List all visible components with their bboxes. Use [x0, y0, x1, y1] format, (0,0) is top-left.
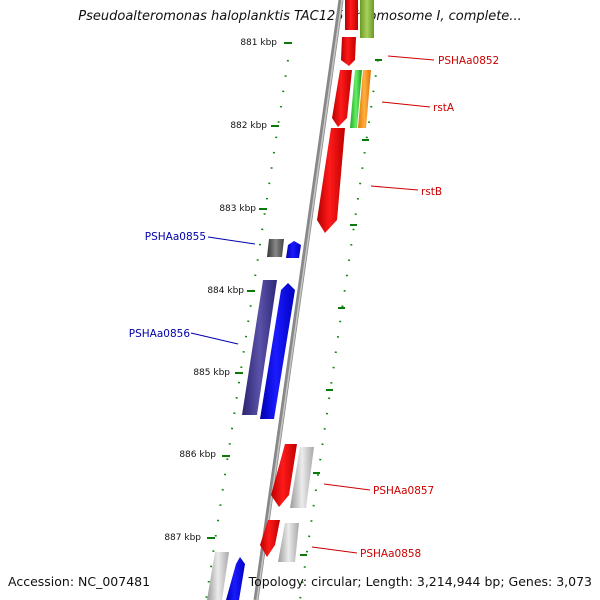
gene-PSHAa0856-navy[interactable]: [242, 280, 277, 415]
gene-PSHAa0852-arrow[interactable]: [341, 37, 356, 66]
gene-PSHAa0855-dark[interactable]: [267, 239, 284, 257]
backbone-axis: [253, 0, 344, 600]
gene-label-PSHAa0858[interactable]: PSHAa0858: [360, 548, 421, 560]
topology-text: Topology: circular; Length: 3,214,944 bp…: [248, 574, 592, 589]
accession-text: Accession: NC_007481: [8, 574, 151, 589]
tick-label-883: 883 kbp: [219, 204, 256, 214]
gene-label-rstB[interactable]: rstB: [421, 186, 442, 198]
gene-rstA-green[interactable]: [350, 70, 362, 128]
tick-label-884: 884 kbp: [207, 286, 244, 296]
gene-rstB[interactable]: [317, 128, 345, 233]
gene-top-olive: [360, 0, 374, 38]
outer-tick-marks: [300, 59, 382, 556]
gene-label-PSHAa0855[interactable]: PSHAa0855: [145, 231, 206, 243]
tick-label-887: 887 kbp: [164, 533, 201, 543]
gene-PSHAa0855-blue[interactable]: [286, 241, 301, 258]
gene-bottom-blue: [226, 557, 245, 600]
map-title: Pseudoalteromonas haloplanktis TAC125 ch…: [78, 9, 522, 24]
gene-label-PSHAa0857[interactable]: PSHAa0857: [373, 485, 434, 497]
gene-label-PSHAa0852[interactable]: PSHAa0852: [438, 55, 499, 67]
gene-PSHAa0856-blue[interactable]: [260, 283, 295, 419]
gene-label-rstA[interactable]: rstA: [433, 102, 455, 114]
tick-label-882: 882 kbp: [230, 121, 267, 131]
tick-label-881: 881 kbp: [240, 38, 277, 48]
label-leaders-blue: [190, 236, 256, 345]
gene-bottom-gray: [207, 552, 229, 600]
tick-marks: [207, 42, 292, 539]
gene-PSHAa0857-red[interactable]: [271, 444, 297, 507]
gene-PSHAa0858-gray[interactable]: [278, 523, 299, 562]
gene-top-red-segment: [345, 0, 358, 30]
tick-label-886: 886 kbp: [179, 450, 216, 460]
gene-PSHAa0858-red[interactable]: [260, 520, 280, 557]
gene-label-PSHAa0856[interactable]: PSHAa0856: [129, 328, 191, 340]
gene-PSHAa0857-gray[interactable]: [290, 447, 314, 508]
backbone-highlight: [256, 0, 343, 600]
label-leaders-red: [311, 55, 435, 554]
gene-rstA-red[interactable]: [332, 70, 352, 127]
tick-label-885: 885 kbp: [193, 368, 230, 378]
gene-rstA-orange[interactable]: [358, 70, 371, 128]
